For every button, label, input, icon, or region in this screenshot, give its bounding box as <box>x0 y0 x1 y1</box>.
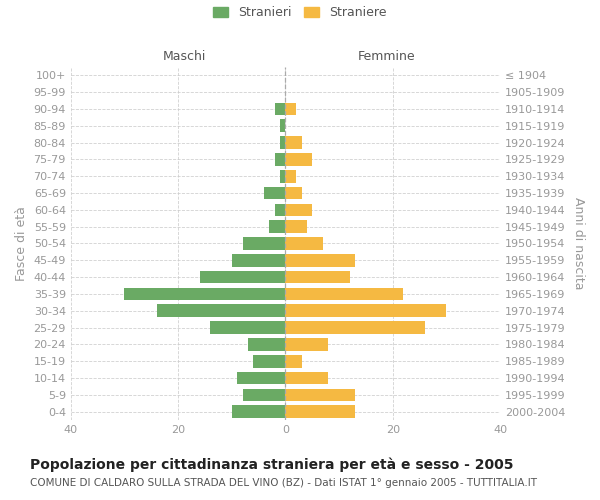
Bar <box>211 322 286 334</box>
Bar <box>232 254 286 266</box>
Bar <box>269 220 286 233</box>
Bar <box>286 186 302 200</box>
Text: Popolazione per cittadinanza straniera per età e sesso - 2005: Popolazione per cittadinanza straniera p… <box>30 458 514 472</box>
Text: Femmine: Femmine <box>358 50 415 64</box>
Bar <box>157 304 286 317</box>
Bar <box>286 170 296 182</box>
Bar <box>275 102 286 115</box>
Bar <box>253 355 286 368</box>
Bar <box>286 271 350 283</box>
Bar <box>248 338 286 350</box>
Bar <box>286 237 323 250</box>
Bar <box>286 355 302 368</box>
Legend: Stranieri, Straniere: Stranieri, Straniere <box>213 6 387 19</box>
Bar <box>280 170 286 182</box>
Bar <box>286 153 312 166</box>
Bar <box>286 304 446 317</box>
Bar <box>242 388 286 401</box>
Bar <box>286 388 355 401</box>
Bar <box>286 406 355 418</box>
Bar <box>124 288 286 300</box>
Bar <box>286 220 307 233</box>
Bar <box>280 136 286 149</box>
Bar <box>286 102 296 115</box>
Bar <box>286 136 302 149</box>
Bar <box>286 322 425 334</box>
Text: Maschi: Maschi <box>163 50 206 64</box>
Bar <box>275 153 286 166</box>
Text: COMUNE DI CALDARO SULLA STRADA DEL VINO (BZ) - Dati ISTAT 1° gennaio 2005 - TUTT: COMUNE DI CALDARO SULLA STRADA DEL VINO … <box>30 478 537 488</box>
Y-axis label: Fasce di età: Fasce di età <box>15 206 28 281</box>
Bar <box>286 254 355 266</box>
Bar <box>286 204 312 216</box>
Bar <box>286 372 328 384</box>
Bar <box>232 406 286 418</box>
Bar <box>286 288 403 300</box>
Bar <box>286 338 328 350</box>
Bar <box>264 186 286 200</box>
Bar <box>275 204 286 216</box>
Bar <box>242 237 286 250</box>
Y-axis label: Anni di nascita: Anni di nascita <box>572 197 585 290</box>
Bar <box>280 120 286 132</box>
Bar <box>200 271 286 283</box>
Bar <box>237 372 286 384</box>
